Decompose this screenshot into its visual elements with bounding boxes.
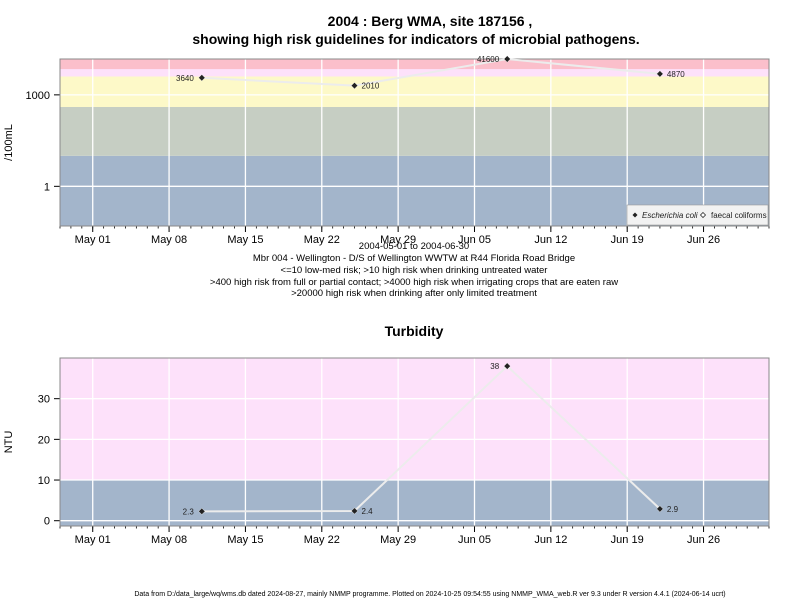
caption-line-2: Mbr 004 - Wellington - D/S of Wellington… [253, 253, 575, 264]
caption-line-1: 2004-05-01 to 2004-06-30 [359, 241, 469, 252]
series-line [201, 57, 661, 87]
x-tick-label: Jun 26 [687, 234, 720, 246]
x-tick-label: May 01 [75, 234, 111, 246]
legend-entry-faecal: faecal coliforms [711, 211, 767, 220]
chart-subtitle: showing high risk guidelines for indicat… [192, 31, 639, 47]
series-line [201, 364, 661, 513]
x-tick-label: Jun 12 [534, 534, 567, 546]
data-point [198, 74, 206, 82]
y-tick-label: 1000 [26, 90, 50, 102]
data-label: 2010 [362, 82, 380, 91]
caption-line-3: <=10 low-med risk; >10 high risk when dr… [281, 265, 548, 276]
legend-marker-ecoli [632, 212, 638, 218]
data-label: 38 [490, 362, 499, 371]
y-tick-label: 10 [38, 475, 50, 487]
data-point [656, 70, 664, 78]
y-axis-label: NTU [3, 431, 15, 454]
risk-band-5 [60, 59, 769, 70]
x-tick-label: May 08 [151, 234, 187, 246]
data-point [503, 362, 511, 370]
x-tick-label: Jun 26 [687, 534, 720, 546]
x-tick-label: Jun 19 [611, 234, 644, 246]
caption-line-4: >400 high risk from full or partial cont… [210, 277, 618, 288]
legend-marker-faecal [699, 211, 707, 219]
x-tick-label: May 15 [227, 234, 263, 246]
x-tick-label: Jun 05 [458, 234, 491, 246]
footer-note: Data from D:/data_large/wq/wms.db dated … [134, 591, 725, 598]
y-axis-label: /100mL [3, 124, 15, 161]
microbial-panel: 2004 : Berg WMA, site 187156 , showing hi… [3, 13, 770, 299]
data-point [656, 505, 664, 513]
y-tick-label: 20 [38, 434, 50, 446]
legend-entry-ecoli: Escherichia coli [642, 211, 698, 220]
x-tick-label: May 22 [304, 534, 340, 546]
x-tick-label: May 15 [227, 534, 263, 546]
x-tick-label: Jun 19 [611, 534, 644, 546]
chart-title: 2004 : Berg WMA, site 187156 , [328, 13, 533, 29]
x-tick-label: May 29 [380, 534, 416, 546]
x-tick-label: May 29 [380, 234, 416, 246]
plot-frame [59, 357, 770, 527]
y-tick-label: 30 [38, 394, 50, 406]
legend: Escherichia coli faecal coliforms [626, 204, 769, 226]
x-tick-label: Jun 05 [458, 534, 491, 546]
turbidity-title: Turbidity [385, 323, 444, 339]
x-tick-label: May 01 [75, 534, 111, 546]
data-point [503, 55, 511, 63]
caption-line-5: >20000 high risk when drinking after onl… [291, 288, 537, 299]
turbidity-panel: Turbidity May 01 May 08 May 15 May 22 May 29 J… [3, 323, 770, 546]
data-point [198, 507, 206, 515]
plot-frame [59, 58, 770, 227]
x-tick-label: May 22 [304, 234, 340, 246]
x-tick-label: Jun 12 [534, 234, 567, 246]
y-tick-label: 0 [44, 516, 50, 528]
x-tick-label: May 08 [151, 534, 187, 546]
risk-band-1 [60, 480, 769, 526]
risk-band-2 [60, 358, 769, 481]
data-point [351, 507, 358, 515]
data-label: 3640 [176, 74, 194, 83]
data-label: 41600 [477, 55, 500, 64]
data-label: 2.3 [183, 507, 195, 516]
data-label: 2.9 [667, 505, 679, 514]
y-tick-label: 1 [44, 181, 50, 193]
legend-box [626, 204, 769, 226]
risk-band-3 [60, 76, 769, 107]
data-label: 4870 [667, 70, 685, 79]
risk-band-2 [60, 106, 769, 156]
data-label: 2.4 [362, 507, 374, 516]
data-point [351, 82, 358, 90]
